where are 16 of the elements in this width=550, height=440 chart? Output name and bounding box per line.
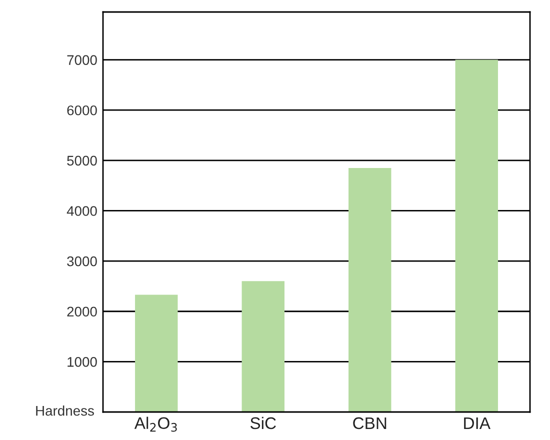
y-tick-label: 1000 [68, 357, 97, 367]
y-tick-label: 4000 [66, 206, 97, 216]
bar [242, 281, 284, 412]
bar [348, 168, 392, 412]
x-tick-label: Al$_{2}$O$_{3}$ [134, 416, 177, 432]
y-axis-title: Hardness [36, 406, 94, 416]
y-tick-label: 5000 [67, 156, 97, 166]
x-tick-label: DIA [464, 417, 490, 429]
bar [455, 60, 498, 412]
y-tick-label: 6000 [67, 105, 97, 116]
bar [135, 294, 178, 412]
x-tick-label: CBN [353, 417, 386, 430]
y-tick-label: 2000 [67, 306, 97, 317]
y-tick-label: 3000 [67, 256, 97, 266]
x-tick-label: SiC [250, 416, 276, 430]
y-tick-label: 7000 [67, 55, 97, 65]
